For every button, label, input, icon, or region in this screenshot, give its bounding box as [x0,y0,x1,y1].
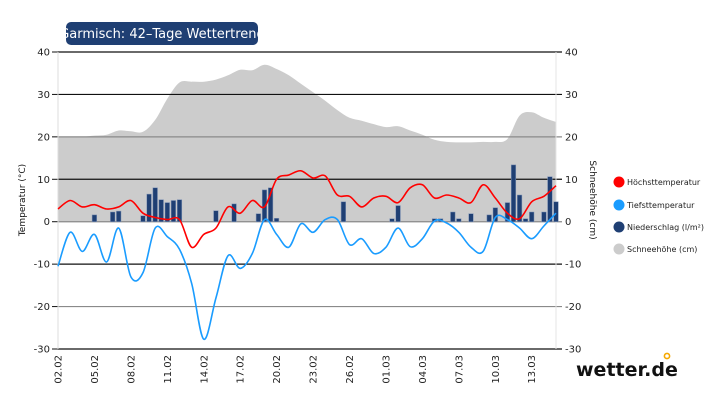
legend-label: Niederschlag (l/m²) [627,223,704,232]
legend-label: Tiefsttemperatur [626,201,695,210]
x-tick-label: 01.03 [382,355,393,384]
legend-swatch-snow-depth [613,243,625,255]
precipitation-bar [529,211,535,223]
precipitation-bar [255,213,261,223]
precipitation-bar [274,218,280,222]
chart-title: Garmisch: 42–Tage Wettertrend [59,27,265,42]
x-tick-label: 10.03 [491,355,502,384]
precipitation-bar [450,211,456,223]
precipitation-bar [213,210,219,222]
x-tick-label: 08.02 [126,355,137,384]
left-tick-label: 20 [37,132,50,143]
legend-label: Schneehöhe (cm) [627,245,697,254]
right-tick-label: 10 [565,175,578,186]
wetter-de-logo: wetter.de [576,352,678,381]
grid-lines [52,51,562,350]
precipitation-bar [176,199,183,223]
legend-swatch-min-temp [613,199,625,211]
x-tick-label: 20.02 [272,355,283,384]
right-tick-label: 40 [565,48,578,59]
axis-ticks: 40 40 30 30 20 20 10 10 0 0 -10 -10 -20 -20 -30 -30 02.0… [34,48,582,384]
left-tick-label: 0 [44,217,50,228]
precipitation-bar [91,214,97,222]
legend-item-max-temp[interactable]: Höchsttemperatur [613,176,701,188]
precipitation-bar [231,203,237,222]
left-axis-title: Temperatur (°C) [18,164,28,237]
precipitation-bar [116,210,122,222]
right-tick-label: 30 [565,90,578,101]
precipitation-bar [523,218,529,222]
logo-ring-icon [663,352,671,360]
right-tick-label: 0 [565,217,571,228]
precipitation-bar [492,207,498,222]
left-tick-label: -10 [34,260,50,271]
legend-item-min-temp[interactable]: Tiefsttemperatur [613,199,696,211]
x-tick-label: 23.02 [309,355,320,384]
x-tick-label: 17.02 [236,355,247,384]
x-tick-label: 14.02 [199,355,210,384]
legend-swatch-precipitation [613,221,625,233]
precipitation-bars [91,164,559,223]
precipitation-bar [389,218,395,222]
right-tick-label: -10 [565,260,581,271]
legend-swatch-max-temp [613,176,625,188]
precipitation-bar [152,187,158,222]
min-temperature-line [57,212,557,341]
legend-item-snow-depth[interactable]: Schneehöhe (cm) [613,243,698,255]
snow-depth-layer [58,64,556,222]
title-badge-bg [66,22,258,45]
x-tick-label: 13.03 [527,355,538,384]
precipitation-bar [517,194,523,222]
precipitation-bar [486,214,492,222]
left-tick-label: -30 [34,345,50,356]
left-tick-label: 40 [37,48,50,59]
precipitation-bar [553,201,559,222]
precipitation-bar [456,218,462,222]
chart-title-badge: Garmisch: 42–Tage Wettertrend [59,22,265,45]
right-tick-label: -20 [565,302,581,313]
precipitation-bar [468,213,474,223]
precipitation-bar [547,176,553,222]
x-tick-label: 04.03 [418,355,429,384]
precipitation-bar [164,202,170,222]
right-axis-title: Schneehöhe (cm) [587,160,597,239]
left-tick-label: 10 [37,175,50,186]
left-tick-label: -20 [34,302,50,313]
precipitation-bar [146,193,152,222]
precipitation-bar [158,199,164,223]
right-tick-label: -30 [565,345,581,356]
right-tick-label: 20 [565,132,578,143]
left-tick-label: 30 [37,90,50,101]
temperature-lines [57,169,557,341]
precipitation-bar [110,211,116,223]
precipitation-bar [170,200,176,222]
precipitation-bar [541,211,547,223]
snow-depth-area [58,64,556,222]
logo-text: wetter.de [576,359,678,381]
precipitation-bar [268,187,274,222]
precipitation-bar [140,215,146,222]
precipitation-bar [340,201,346,222]
x-tick-label: 05.02 [90,355,101,384]
max-temperature-line [57,169,557,249]
x-tick-label: 07.03 [454,355,465,384]
precipitation-bar [395,205,401,222]
x-tick-label: 26.02 [345,355,356,384]
x-tick-label: 11.02 [163,355,174,384]
legend: Höchsttemperatur Tiefsttemperatur Nieder… [613,176,704,255]
legend-label: Höchsttemperatur [627,178,701,187]
precipitation-bar [510,164,517,223]
x-tick-label: 02.02 [54,355,65,384]
legend-item-precipitation[interactable]: Niederschlag (l/m²) [613,221,704,233]
